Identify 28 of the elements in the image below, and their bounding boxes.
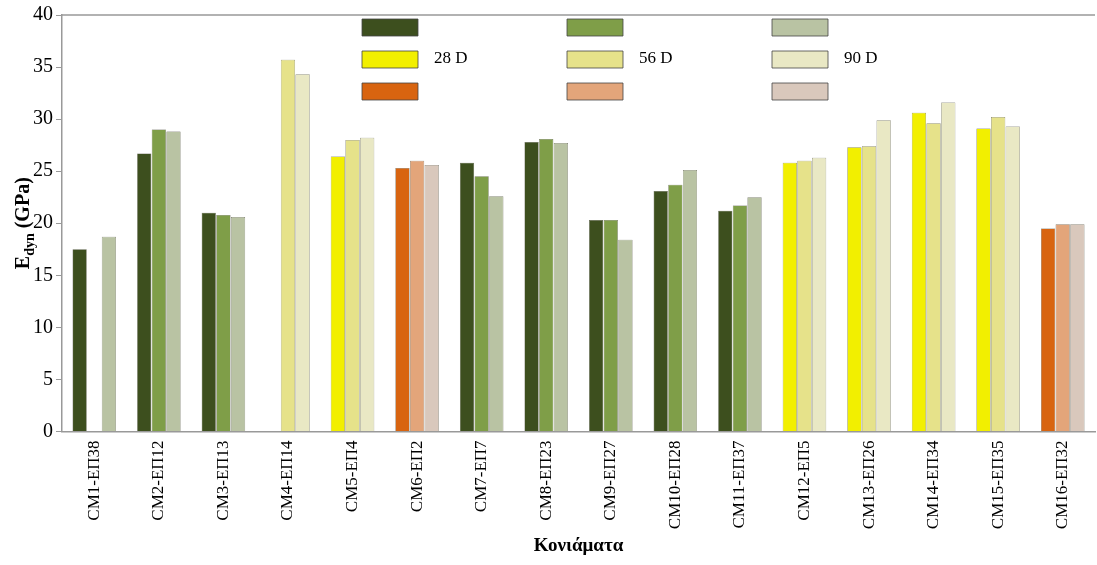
x-tick-label: CM11-ΕΠ37 xyxy=(729,439,749,529)
legend-label: 56 D xyxy=(639,48,673,68)
x-tick-label: CM2-ΕΠ12 xyxy=(148,440,168,521)
x-tick-label: CM1-ΕΠ38 xyxy=(83,440,103,521)
x-tick-label: CM15-ΕΠ35 xyxy=(987,440,1007,530)
y-tick-label: 40 xyxy=(33,2,53,25)
x-tick-label: CM5-ΕΠ4 xyxy=(342,439,361,513)
x-tick-label: CM10-ΕΠ28 xyxy=(664,440,684,530)
y-tick-label: 10 xyxy=(33,314,53,337)
x-tick-label: CM12-ΕΠ5 xyxy=(793,440,813,521)
x-tick-label: CM7-ΕΠ7 xyxy=(471,439,491,513)
x-tick-label: CM6-ΕΠ2 xyxy=(406,440,426,513)
y-tick-label: 0 xyxy=(43,418,53,441)
x-tick-label: CM9-ΕΠ27 xyxy=(600,439,620,521)
x-tick-label: CM8-ΕΠ23 xyxy=(535,440,555,521)
x-tick-label: CM13-ΕΠ26 xyxy=(858,440,878,530)
x-tick-label: CM4-ΕΠ14 xyxy=(277,439,297,521)
legend-label: 90 D xyxy=(844,48,878,68)
x-tick-label: CM16-ΕΠ32 xyxy=(1052,440,1072,530)
y-tick-label: 25 xyxy=(33,158,53,181)
y-tick-label: 15 xyxy=(33,262,53,285)
y-tick-label: 5 xyxy=(43,366,53,389)
y-tick-label: 35 xyxy=(33,54,53,77)
x-axis-title: Κονιάματα xyxy=(533,533,624,555)
x-tick-label: CM14-ΕΠ34 xyxy=(923,439,943,530)
y-tick-label: 30 xyxy=(33,106,53,129)
legend-label: 28 D xyxy=(434,48,468,68)
x-tick-label: CM3-ΕΠ13 xyxy=(212,440,232,521)
